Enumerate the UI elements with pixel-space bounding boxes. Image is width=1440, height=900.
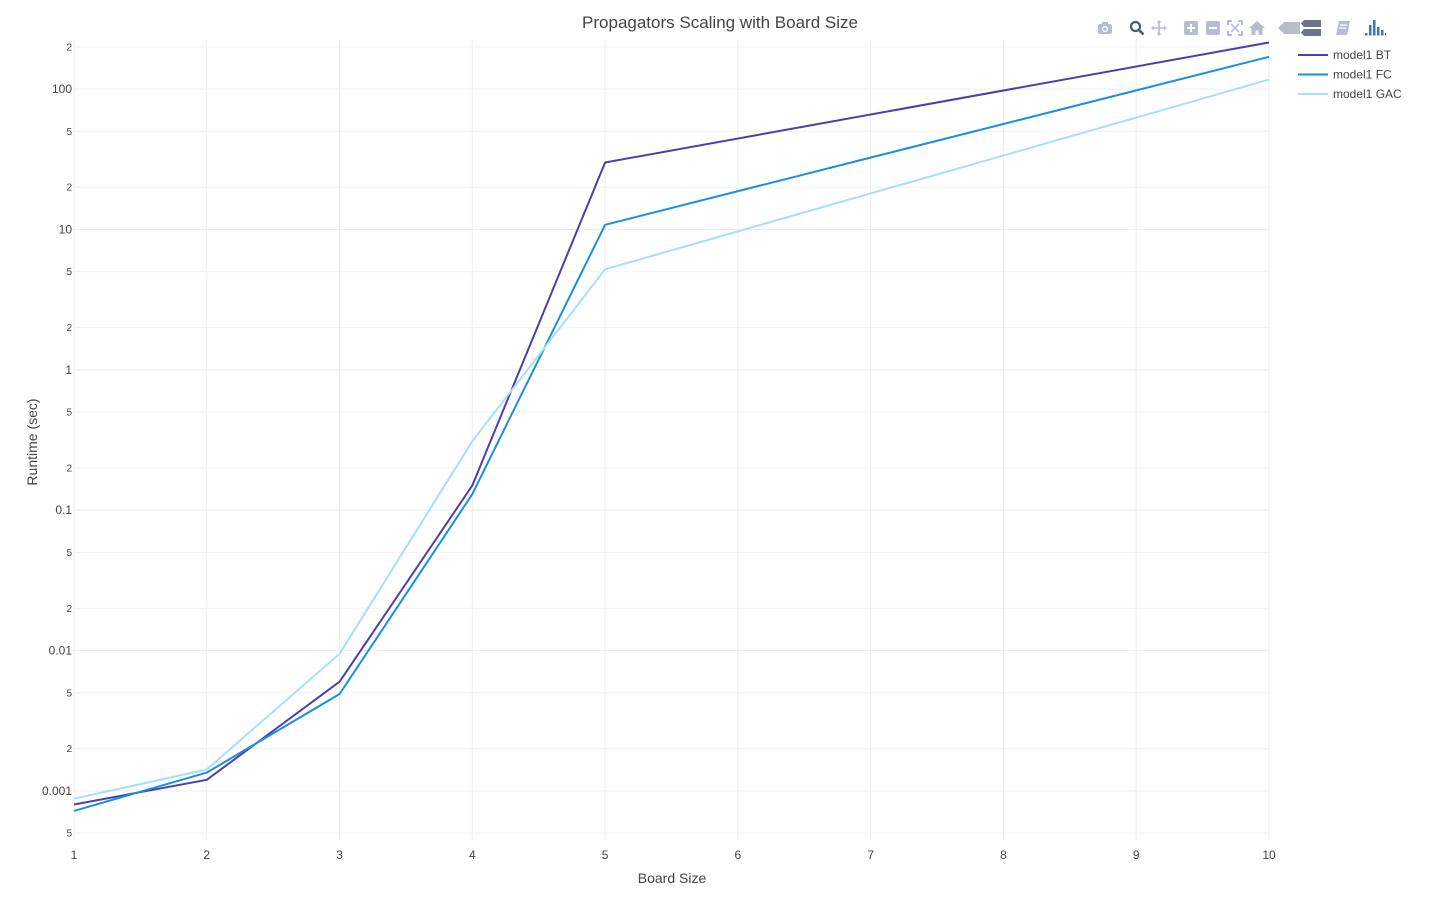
y-minor-tick-label: 2	[66, 323, 72, 334]
zoom-in-button[interactable]	[1180, 18, 1202, 38]
series-lines[interactable]	[73, 41, 1270, 812]
x-tick-label: 4	[469, 848, 476, 862]
x-axis-title: Board Size	[638, 870, 707, 886]
x-axis-ticks: 1 2 3 4 5 6 7 8 9 10	[71, 848, 1276, 862]
hover-compare-button[interactable]	[1300, 18, 1322, 38]
y-minor-tick-label: 2	[66, 463, 72, 474]
y-minor-tick-label: 5	[66, 267, 72, 278]
y-minor-tick-label: 2	[66, 42, 72, 53]
hover-closest-icon	[1278, 22, 1300, 34]
camera-button[interactable]	[1094, 18, 1116, 38]
reset-axes-button[interactable]	[1246, 18, 1268, 38]
edit-in-chart-studio-button[interactable]	[1332, 18, 1354, 38]
zoom-icon	[1129, 20, 1145, 36]
legend-item[interactable]: model1 BT	[1298, 48, 1392, 62]
x-tick-label: 10	[1262, 848, 1276, 862]
y-minor-tick-label: 5	[66, 548, 72, 559]
x-tick-label: 3	[336, 848, 343, 862]
zoom-button[interactable]	[1126, 18, 1148, 38]
chart-title: Propagators Scaling with Board Size	[582, 13, 858, 32]
y-tick-label: 0.01	[49, 644, 73, 658]
plotly-logo-icon	[1365, 20, 1386, 36]
y-minor-tick-label: 2	[66, 604, 72, 615]
legend-item[interactable]: model1 GAC	[1298, 87, 1402, 101]
x-tick-label: 8	[1000, 848, 1007, 862]
autoscale-button[interactable]	[1224, 18, 1246, 38]
autoscale-icon	[1227, 20, 1243, 36]
y-axis-title: Runtime (sec)	[24, 398, 40, 485]
series-line-model1-gac[interactable]	[73, 78, 1270, 800]
series-line-model1-fc[interactable]	[73, 55, 1270, 812]
legend-item[interactable]: model1 FC	[1298, 68, 1392, 82]
pan-icon	[1151, 20, 1167, 36]
hover-closest-button[interactable]	[1278, 18, 1300, 38]
camera-icon	[1098, 22, 1112, 34]
reset-axes-icon	[1249, 21, 1265, 35]
legend[interactable]: model1 BT model1 FC model1 GAC	[1298, 48, 1402, 101]
zoom-in-icon	[1184, 21, 1198, 35]
y-tick-label: 0.001	[42, 784, 72, 798]
y-minor-tick-label: 2	[66, 183, 72, 194]
pan-button[interactable]	[1148, 18, 1170, 38]
x-tick-label: 7	[867, 848, 874, 862]
x-tick-label: 2	[203, 848, 210, 862]
series-line-model1-bt[interactable]	[73, 41, 1270, 806]
y-minor-tick-label: 5	[66, 127, 72, 138]
y-tick-label: 1	[65, 363, 72, 377]
y-tick-label: 0.1	[55, 503, 72, 517]
x-tick-label: 5	[602, 848, 609, 862]
x-tick-label: 9	[1133, 848, 1140, 862]
edit-in-chart-studio-icon	[1336, 21, 1350, 35]
y-minor-tick-label: 5	[66, 688, 72, 699]
legend-label: model1 FC	[1333, 68, 1392, 82]
y-tick-label: 100	[52, 82, 72, 96]
modebar	[1094, 18, 1386, 38]
y-minor-tick-label: 2	[66, 744, 72, 755]
grid	[73, 40, 1270, 840]
zoom-out-button[interactable]	[1202, 18, 1224, 38]
y-minor-tick-label: 5	[66, 829, 72, 840]
zoom-out-icon	[1206, 21, 1220, 35]
x-tick-label: 6	[735, 848, 742, 862]
y-tick-label: 10	[59, 222, 73, 236]
y-axis-ticks: 0.001 0.01 0.1 1 10 100 5 2 5 2 5 2 5 2 5 2 5 2	[42, 42, 72, 839]
x-tick-label: 1	[71, 848, 78, 862]
legend-label: model1 GAC	[1333, 87, 1402, 101]
y-minor-tick-label: 5	[66, 408, 72, 419]
legend-label: model1 BT	[1333, 48, 1392, 62]
plotly-logo-button[interactable]	[1364, 18, 1386, 38]
hover-compare-icon	[1301, 20, 1321, 36]
